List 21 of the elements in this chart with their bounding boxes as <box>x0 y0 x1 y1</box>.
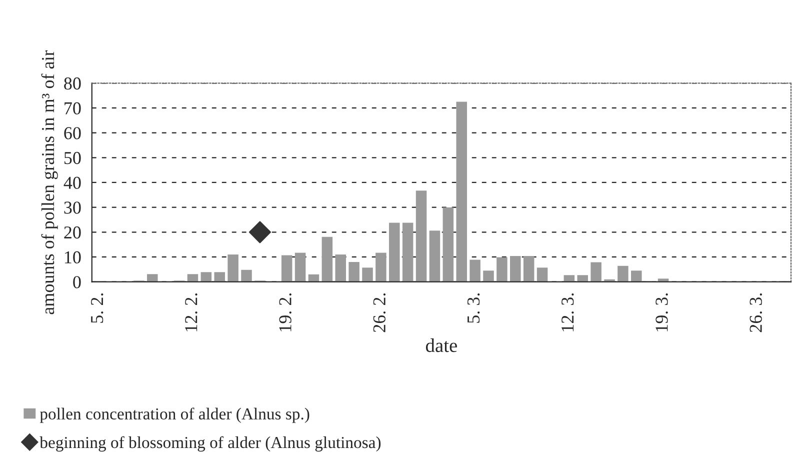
y-tick-label: 10 <box>65 251 81 264</box>
y-tick-label: 70 <box>64 102 81 114</box>
x-tick-label: 19. 2. <box>279 293 292 332</box>
y-tick-label: 60 <box>64 127 81 140</box>
y-axis-title: amounts of pollen grains in m³ of air <box>41 50 58 314</box>
y-tick-label: 20 <box>64 226 81 239</box>
y-tick-label: 30 <box>64 202 81 214</box>
legend-label: beginning of blossoming of alder (Alnus glutinosa) <box>40 436 381 452</box>
legend-label: pollen concentration of alder (Alnus sp.) <box>40 408 310 423</box>
x-axis-title: date <box>426 338 457 352</box>
y-tick-label: 40 <box>64 176 81 189</box>
x-tick-label: 12. 2. <box>185 293 198 332</box>
x-tick-label: 5. 2. <box>90 293 104 323</box>
y-tick-label: 80 <box>64 77 81 90</box>
y-tick-label: 50 <box>64 152 81 164</box>
x-tick-label: 12. 3. <box>562 293 574 332</box>
x-tick-label: 26. 2. <box>373 293 386 332</box>
x-tick-label: 5. 3. <box>467 293 480 323</box>
y-tick-label: 0 <box>73 276 81 288</box>
x-tick-label: 26. 3. <box>750 293 762 332</box>
x-tick-label: 19. 3. <box>656 293 668 332</box>
